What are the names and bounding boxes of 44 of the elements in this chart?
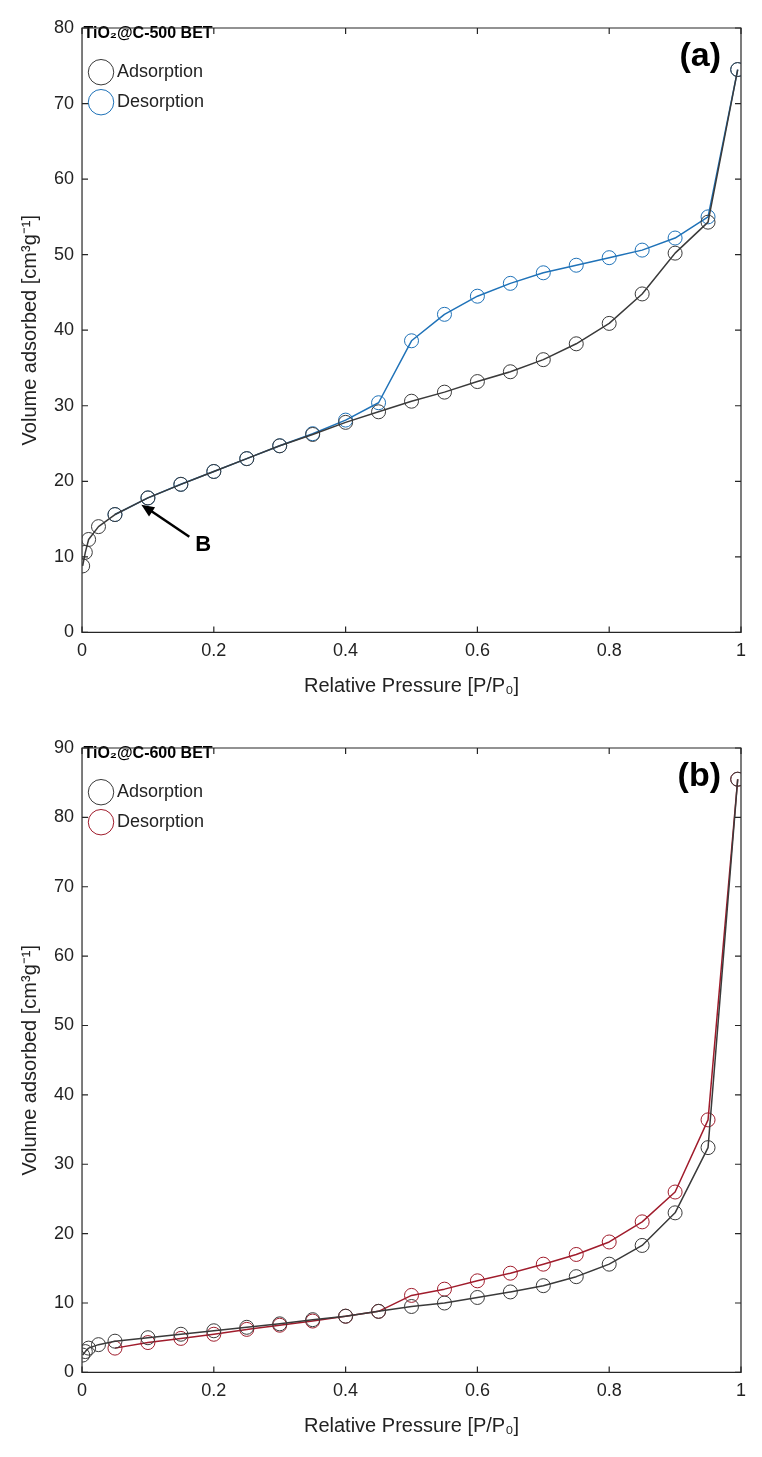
legend-label: Desorption [117,91,205,112]
annotation: B [195,530,212,556]
y-tick-label: 0 [64,1361,75,1382]
y-tick-label: 20 [53,1222,75,1243]
y-tick-label: 80 [53,16,75,37]
legend-title: TiO₂@C-600 BET [83,744,213,762]
y-tick-label: 90 [53,736,75,757]
x-tick-label: 0 [77,1380,88,1401]
y-tick-label: 40 [53,1083,75,1104]
legend-label: Adsorption [117,781,204,802]
x-tick-label: 0.8 [596,640,622,661]
y-tick-label: 30 [53,1153,75,1174]
x-axis-title: Relative Pressure [P/P₀] [303,1413,520,1436]
y-tick-label: 10 [53,545,75,566]
x-tick-label: 0.6 [464,1380,490,1401]
legend-label: Desorption [117,811,205,832]
y-tick-label: 60 [53,945,75,966]
y-tick-label: 70 [53,92,75,113]
annotation: (b) [677,755,721,794]
y-tick-label: 0 [64,621,75,642]
x-tick-label: 0.8 [596,1380,622,1401]
x-tick-label: 0.2 [201,640,227,661]
annotation: (a) [679,35,721,74]
x-tick-label: 0.4 [333,640,359,661]
y-tick-label: 30 [53,394,75,415]
x-tick-label: 0.2 [201,1380,227,1401]
y-tick-label: 60 [53,168,75,189]
y-tick-label: 40 [53,319,75,340]
y-tick-label: 50 [53,1014,75,1035]
legend-title: TiO₂@C-500 BET [83,24,213,42]
x-axis-title: Relative Pressure [P/P₀] [303,673,520,696]
x-tick-label: 0 [77,640,88,661]
y-tick-label: 70 [53,875,75,896]
x-tick-label: 1 [735,1380,746,1401]
y-axis-title: Volume adsorbed [cm³g⁻¹] [17,214,40,446]
x-tick-label: 0.6 [464,640,490,661]
y-tick-label: 80 [53,806,75,827]
y-tick-label: 50 [53,243,75,264]
legend-label: Adsorption [117,61,204,82]
y-axis-title: Volume adsorbed [cm³g⁻¹] [17,944,40,1176]
x-tick-label: 1 [735,640,746,661]
y-tick-label: 20 [53,470,75,491]
x-tick-label: 0.4 [333,1380,359,1401]
y-tick-label: 10 [53,1291,75,1312]
